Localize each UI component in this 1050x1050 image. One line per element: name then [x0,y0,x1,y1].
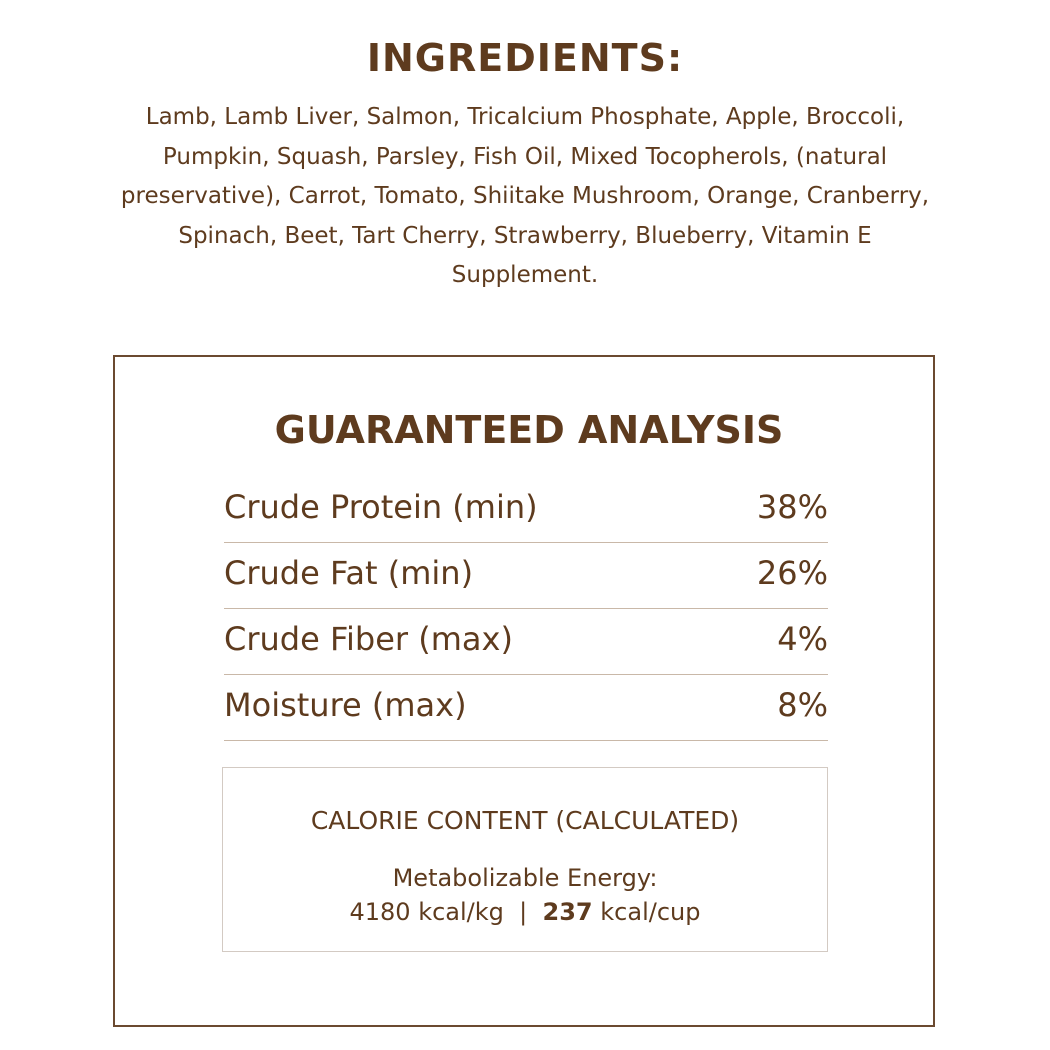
row-label: Crude Protein (min) [224,488,538,526]
calorie-heading: CALORIE CONTENT (CALCULATED) [310,806,740,835]
energy-values: 4180 kcal/kg | 237 kcal/cup [223,898,827,926]
guaranteed-analysis-title: GUARANTEED ANALYSIS [274,408,784,452]
row-value: 8% [777,686,828,724]
analysis-row-fiber: Crude Fiber (max) 4% [224,608,828,675]
energy-per-cup-number: 237 [542,898,593,926]
row-value: 4% [777,620,828,658]
guaranteed-analysis-box [113,355,935,1027]
analysis-row-moisture: Moisture (max) 8% [224,674,828,741]
row-label: Crude Fiber (max) [224,620,513,658]
energy-per-kg: 4180 kcal/kg [349,898,504,926]
row-label: Crude Fat (min) [224,554,474,592]
energy-label: Metabolizable Energy: [392,864,658,892]
separator: | [519,898,528,926]
calorie-content-box: CALORIE CONTENT (CALCULATED) Metabolizab… [222,767,828,952]
row-label: Moisture (max) [224,686,467,724]
row-value: 38% [756,488,828,526]
analysis-row-protein: Crude Protein (min) 38% [224,476,828,543]
energy-per-cup-unit: kcal/cup [600,898,701,926]
row-value: 26% [756,554,828,592]
analysis-row-fat: Crude Fat (min) 26% [224,542,828,609]
ingredients-title: INGREDIENTS: [366,36,684,80]
ingredients-list: Lamb, Lamb Liver, Salmon, Tricalcium Pho… [120,104,930,288]
